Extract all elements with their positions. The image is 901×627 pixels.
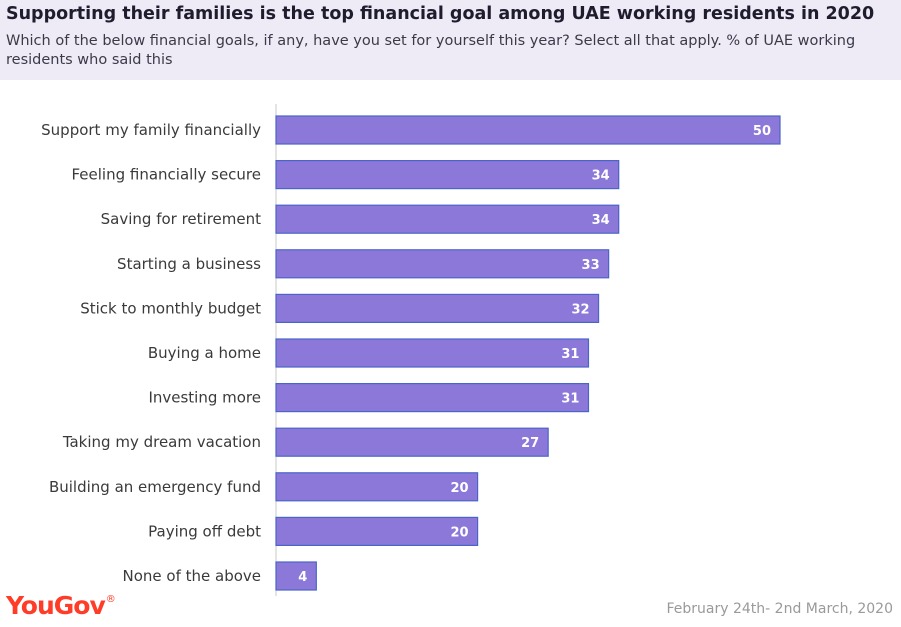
category-label: None of the above [122,567,261,585]
bar [275,115,781,145]
value-label: 4 [298,570,307,585]
yougov-logo: YouGov® [6,591,116,620]
chart-subtitle: Which of the below financial goals, if a… [6,33,856,68]
bar [275,160,620,190]
bar [275,249,610,279]
value-label: 34 [592,213,610,228]
value-label: 50 [753,124,771,139]
bars-group: Support my family financially 50 Feeling f… [41,115,781,591]
category-label: Saving for retirement [101,210,261,228]
bar [275,516,479,547]
value-label: 27 [521,436,539,451]
chart-title: Supporting their families is the top fin… [6,4,875,24]
registered-mark: ® [105,594,116,605]
category-label: Building an emergency fund [49,478,261,496]
value-label: 34 [592,169,610,184]
bar [275,561,317,591]
value-label: 20 [451,525,469,540]
survey-date: February 24th- 2nd March, 2020 [666,601,894,617]
category-label: Taking my dream vacation [62,433,261,451]
bar [275,293,600,323]
bar [275,427,549,457]
category-label: Stick to monthly budget [80,299,261,317]
category-label: Investing more [148,389,261,407]
value-label: 31 [561,392,579,407]
header-band: Supporting their families is the top fin… [0,0,901,80]
logo-text: YouGov [6,591,106,620]
category-label: Feeling financially secure [72,166,262,184]
category-label: Buying a home [148,344,261,362]
category-label: Paying off debt [148,522,261,540]
value-label: 32 [571,302,589,317]
value-label: 33 [582,258,600,273]
bar [275,204,620,234]
value-label: 31 [561,347,579,362]
category-label: Starting a business [117,255,261,273]
value-label: 20 [451,481,469,496]
bar [275,472,479,502]
bar [275,383,590,413]
bar [275,338,590,368]
category-label: Support my family financially [41,121,261,139]
